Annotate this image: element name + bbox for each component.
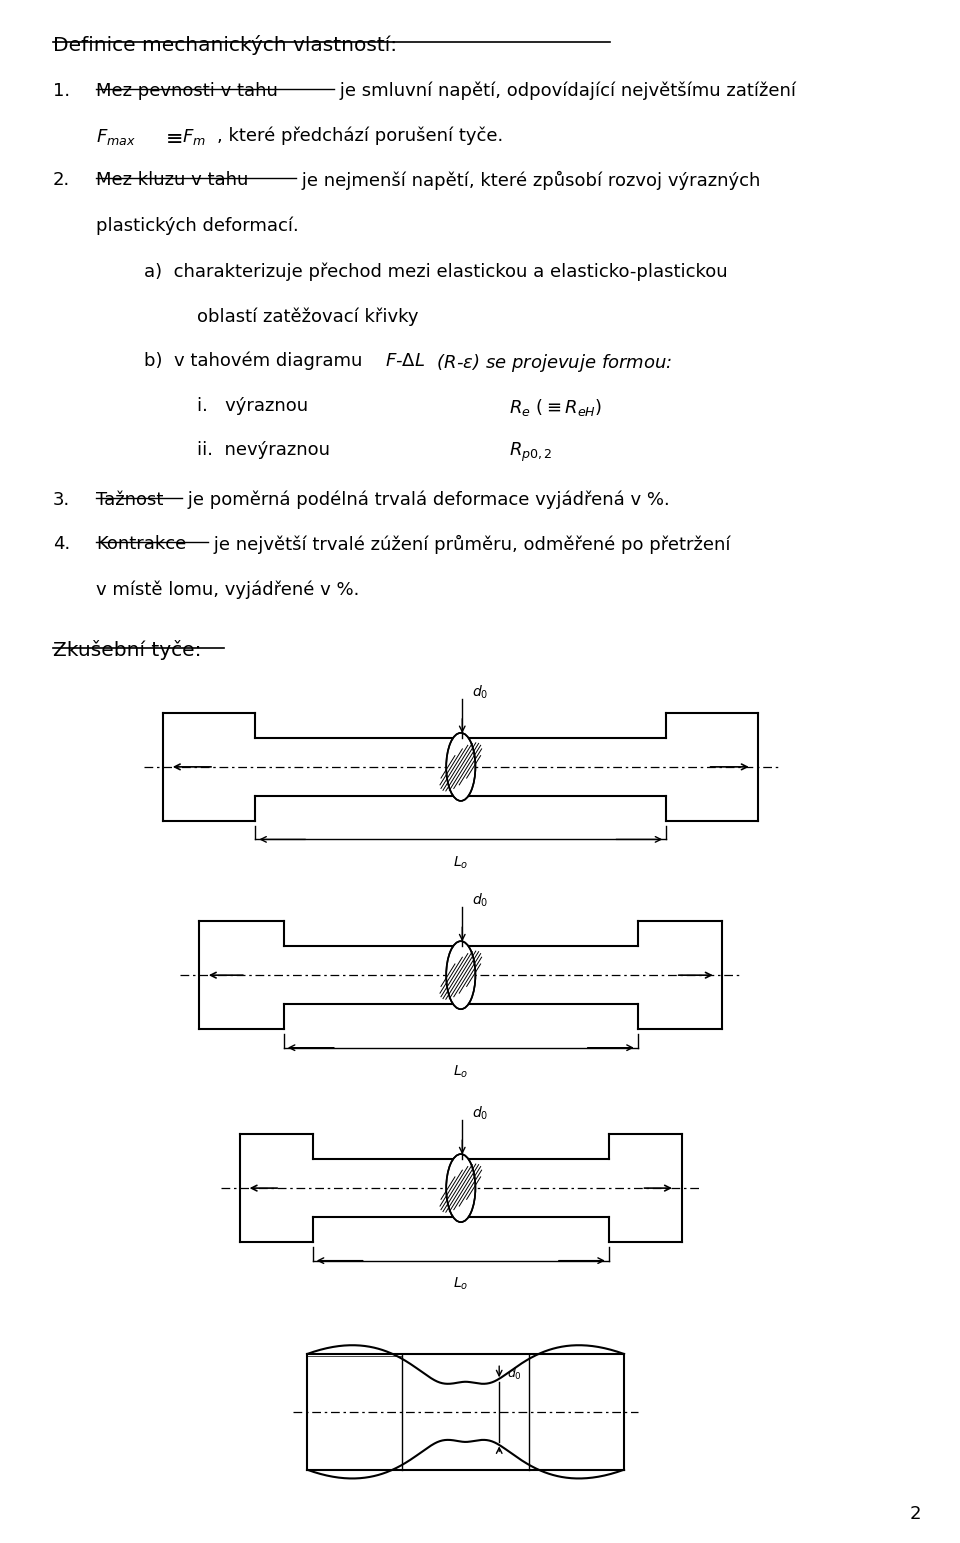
Text: $L_o$: $L_o$ — [453, 1063, 468, 1080]
Text: a)  charakterizuje přechod mezi elastickou a elasticko-plastickou: a) charakterizuje přechod mezi elasticko… — [144, 262, 728, 281]
Polygon shape — [163, 713, 758, 821]
Text: $L_o$: $L_o$ — [453, 855, 468, 872]
Text: plastických deformací.: plastických deformací. — [96, 216, 299, 235]
Text: Mez kluzu v tahu: Mez kluzu v tahu — [96, 171, 249, 190]
Ellipse shape — [446, 1154, 475, 1222]
Text: oblastí zatěžovací křivky: oblastí zatěžovací křivky — [197, 307, 419, 326]
Text: 3.: 3. — [53, 491, 70, 509]
Text: $F_{max}$: $F_{max}$ — [96, 127, 136, 147]
Text: ii.  nevýraznou: ii. nevýraznou — [197, 441, 330, 460]
Text: je poměrná podélná trvalá deformace vyjádřená v %.: je poměrná podélná trvalá deformace vyjá… — [182, 491, 670, 509]
Polygon shape — [307, 1345, 624, 1478]
Text: $d_0$: $d_0$ — [472, 1105, 489, 1122]
Ellipse shape — [446, 941, 475, 1009]
Text: $d_0$: $d_0$ — [472, 684, 489, 701]
Text: Zkušební tyče:: Zkušební tyče: — [53, 640, 202, 660]
Polygon shape — [240, 1134, 682, 1242]
Polygon shape — [199, 921, 722, 1029]
Text: i.   výraznou: i. výraznou — [197, 397, 308, 415]
Text: ($R$-$\varepsilon$) se projevuje formou:: ($R$-$\varepsilon$) se projevuje formou: — [431, 352, 673, 373]
Text: , které předchází porušení tyče.: , které předchází porušení tyče. — [217, 127, 503, 145]
Text: Definice mechanických vlastností:: Definice mechanických vlastností: — [53, 35, 396, 56]
Text: $F$-$\Delta L$: $F$-$\Delta L$ — [385, 352, 425, 370]
Text: Mez pevnosti v tahu: Mez pevnosti v tahu — [96, 82, 277, 100]
Text: 2: 2 — [910, 1504, 922, 1523]
Text: b)  v tahovém diagramu: b) v tahovém diagramu — [144, 352, 368, 370]
Text: Kontrakce: Kontrakce — [96, 535, 186, 554]
Text: $R_{p0,2}$: $R_{p0,2}$ — [509, 441, 553, 464]
Text: je smluvní napětí, odpovídající největšímu zatížení: je smluvní napětí, odpovídající největší… — [334, 82, 796, 100]
Text: 4.: 4. — [53, 535, 70, 554]
Text: Tažnost: Tažnost — [96, 491, 163, 509]
Text: je nejmenší napětí, které způsobí rozvoj výrazných: je nejmenší napětí, které způsobí rozvoj… — [296, 171, 760, 190]
Text: $d_0$: $d_0$ — [472, 892, 489, 909]
Text: $L_o$: $L_o$ — [453, 1276, 468, 1293]
Ellipse shape — [446, 733, 475, 801]
Text: $\equiv$: $\equiv$ — [161, 127, 182, 147]
Text: v místě lomu, vyjádřené v %.: v místě lomu, vyjádřené v %. — [96, 580, 359, 599]
Text: $d_0$: $d_0$ — [507, 1366, 522, 1383]
Text: 1.: 1. — [53, 82, 70, 100]
Text: $R_e\ (\equiv R_{eH})$: $R_e\ (\equiv R_{eH})$ — [509, 397, 602, 418]
Text: $F_m$: $F_m$ — [182, 127, 206, 147]
Text: 2.: 2. — [53, 171, 70, 190]
Text: je největší trvalé zúžení průměru, odměřené po přetržení: je největší trvalé zúžení průměru, odměř… — [208, 535, 731, 554]
